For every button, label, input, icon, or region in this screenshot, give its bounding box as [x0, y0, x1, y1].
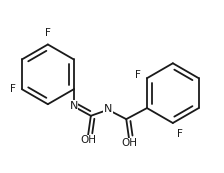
Text: N: N [69, 101, 78, 111]
Text: F: F [10, 84, 16, 94]
Text: F: F [135, 70, 141, 80]
Text: N: N [104, 104, 112, 114]
Text: F: F [45, 28, 51, 38]
Text: F: F [177, 129, 183, 139]
Text: OH: OH [121, 138, 137, 148]
Text: OH: OH [80, 135, 96, 145]
